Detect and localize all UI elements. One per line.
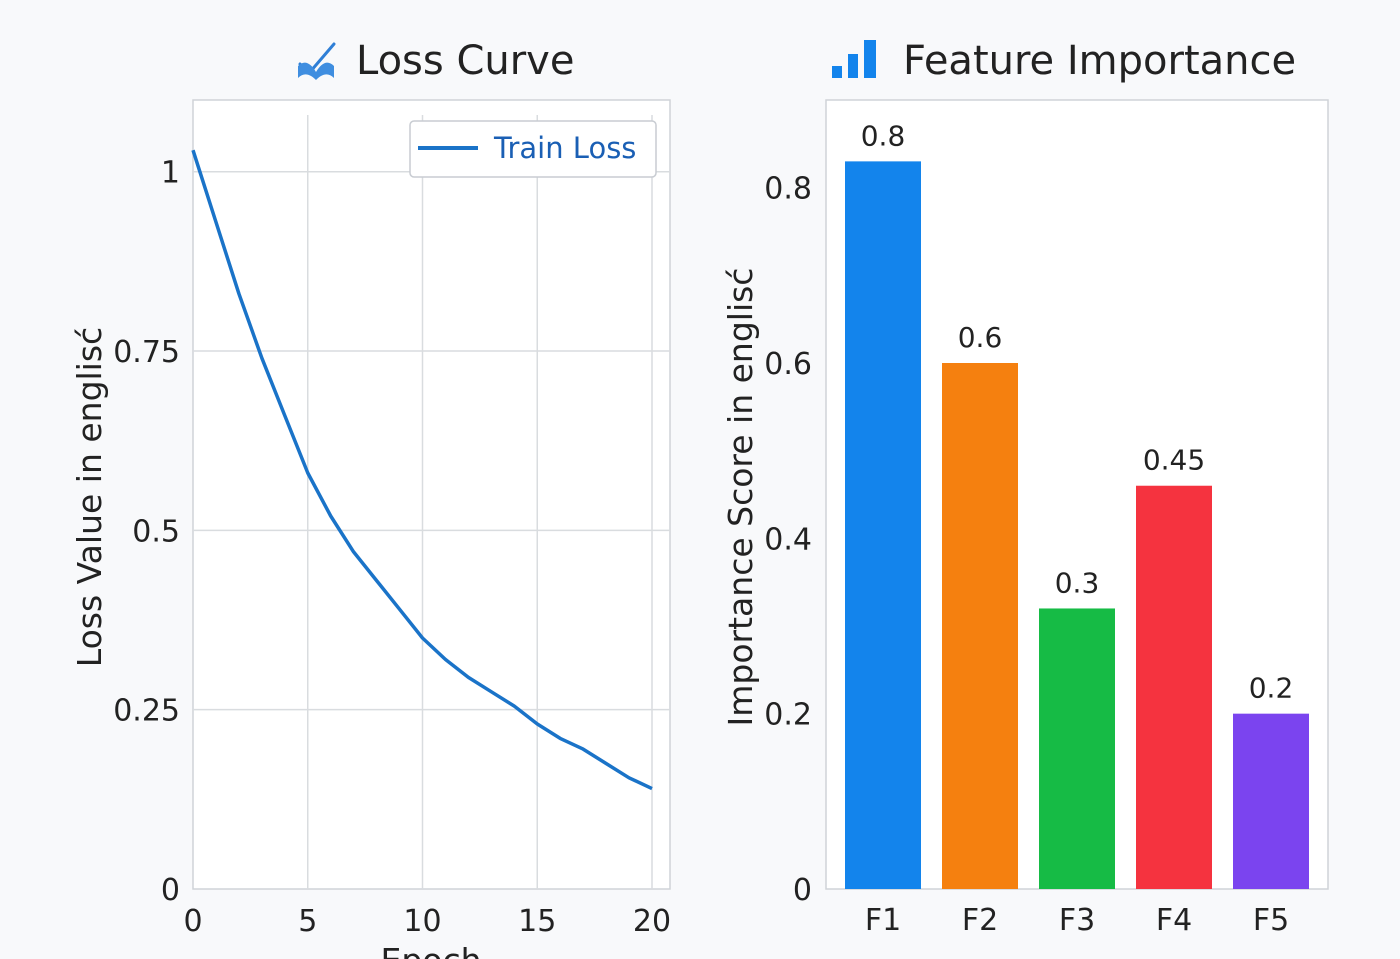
loss-y-tick-label: 1 bbox=[161, 156, 180, 191]
importance-bar bbox=[1136, 485, 1212, 889]
importance-bar bbox=[942, 363, 1018, 889]
loss-x-axis-label: Epoch bbox=[380, 941, 481, 959]
loss-plot-area bbox=[192, 99, 671, 890]
loss-series bbox=[191, 149, 653, 791]
loss-x-tick-label: 0 bbox=[183, 904, 202, 939]
loss-x-tick-label: 5 bbox=[298, 904, 317, 939]
importance-x-tick-label: F1 bbox=[865, 903, 901, 938]
importance-bar bbox=[1233, 713, 1309, 889]
importance-chart-title: Feature Importance bbox=[903, 38, 1296, 84]
loss-chart-title: Loss Curve bbox=[356, 38, 574, 84]
importance-bar bbox=[845, 161, 921, 889]
importance-x-tick-label: F5 bbox=[1253, 903, 1289, 938]
loss-x-ticks: 0 5 10 15 20 bbox=[183, 904, 671, 939]
loss-legend: Train Loss bbox=[409, 120, 657, 178]
loss-y-tick-label: 0 bbox=[161, 873, 180, 908]
loss-y-tick-label: 0.75 bbox=[113, 335, 180, 370]
importance-x-tick-label: F4 bbox=[1156, 903, 1192, 938]
legend-label-train-loss: Train Loss bbox=[493, 131, 636, 165]
importance-bar bbox=[1039, 608, 1115, 889]
importance-data-label: 0.3 bbox=[1055, 566, 1100, 599]
importance-data-label: 0.8 bbox=[861, 119, 906, 152]
importance-y-tick-label: 0.4 bbox=[764, 522, 812, 557]
importance-x-tick-label: F2 bbox=[962, 903, 998, 938]
importance-bars: 0.8 F1 0.6 F2 0.3 F3 0.45 F4 0.2 F5 bbox=[845, 119, 1309, 938]
loss-series-line bbox=[191, 149, 653, 791]
loss-chart: Loss Curve 0 0.25 0.5 0.75 1 0 5 10 15 20 Train … bbox=[70, 38, 671, 959]
importance-y-tick-label: 0.8 bbox=[764, 172, 812, 207]
importance-y-tick-label: 0 bbox=[793, 873, 812, 908]
loss-gridlines bbox=[193, 115, 670, 889]
importance-y-tick-label: 0.6 bbox=[764, 347, 812, 382]
importance-y-tick-label: 0.2 bbox=[764, 698, 812, 733]
importance-x-tick-label: F3 bbox=[1059, 903, 1095, 938]
loss-x-tick-label: 15 bbox=[518, 904, 556, 939]
loss-y-tick-label: 0.5 bbox=[132, 514, 180, 549]
importance-data-label: 0.2 bbox=[1249, 672, 1294, 705]
loss-x-tick-label: 20 bbox=[633, 904, 671, 939]
loss-y-ticks: 0 0.25 0.5 0.75 1 bbox=[113, 156, 180, 908]
importance-y-axis-label: Importance Score in englisć bbox=[721, 268, 760, 727]
pencil-check-icon bbox=[298, 42, 336, 80]
importance-y-ticks: 0 0.2 0.4 0.6 0.8 bbox=[764, 172, 812, 908]
loss-y-tick-label: 0.25 bbox=[113, 694, 180, 729]
importance-chart: Feature Importance 00.20.40.60.8 0.8F10.… bbox=[721, 38, 1329, 938]
loss-y-axis-label: Loss Value in englisć bbox=[70, 327, 109, 667]
importance-data-label: 0.6 bbox=[958, 321, 1003, 354]
importance-data-label: 0.45 bbox=[1143, 444, 1205, 477]
loss-x-tick-label: 10 bbox=[403, 904, 441, 939]
bar-chart-icon bbox=[832, 40, 876, 78]
